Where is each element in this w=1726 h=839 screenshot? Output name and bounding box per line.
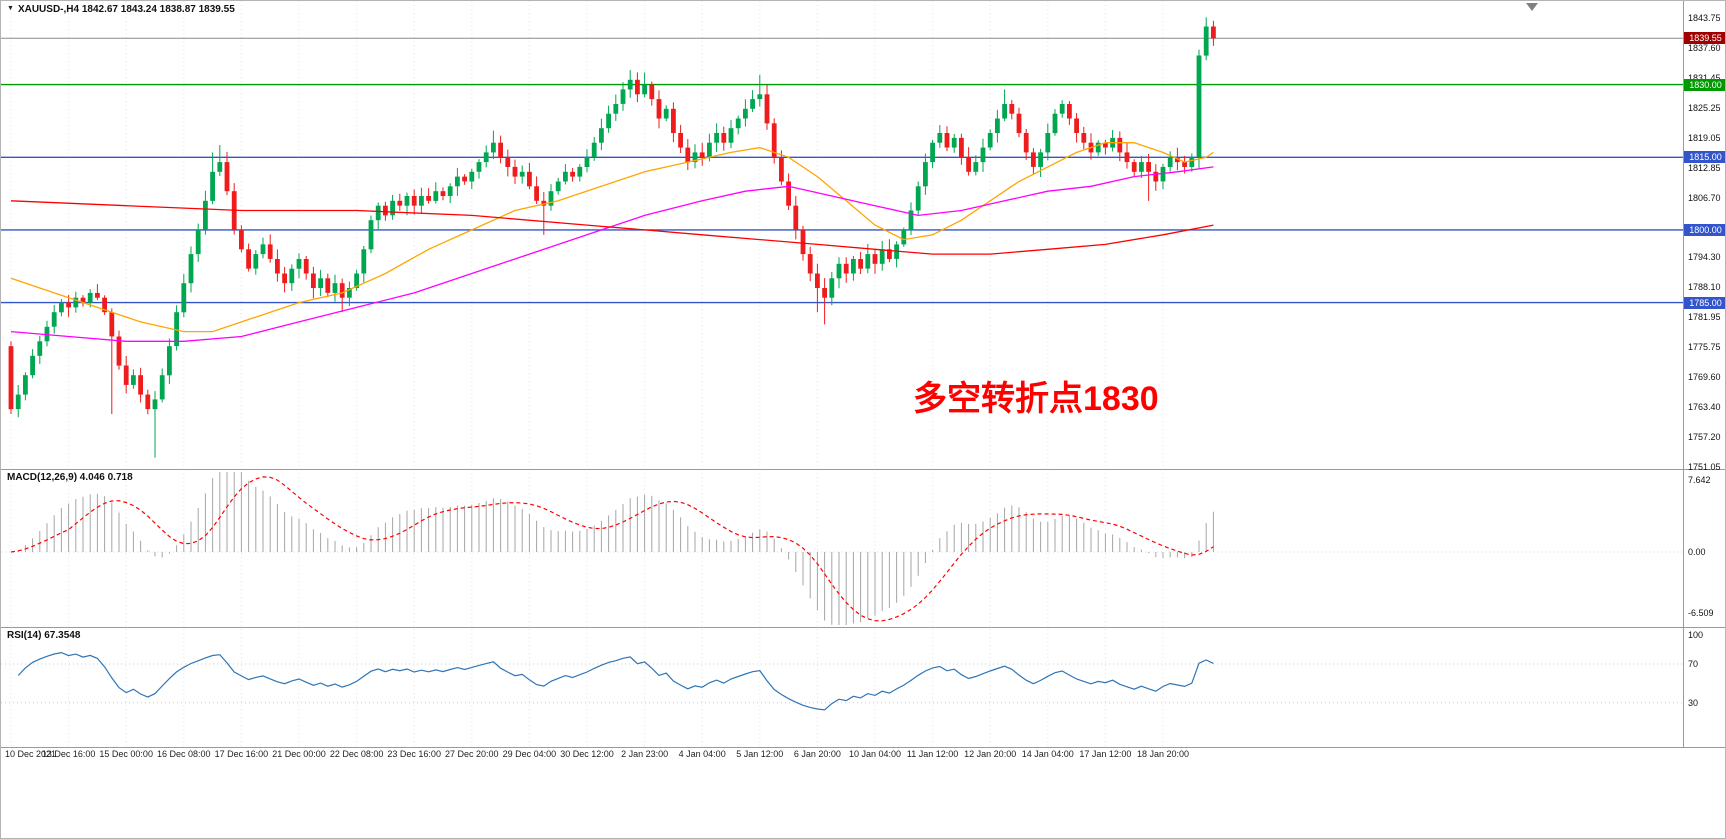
time-axis[interactable] [1, 747, 1683, 765]
price-axis[interactable] [1683, 1, 1725, 747]
